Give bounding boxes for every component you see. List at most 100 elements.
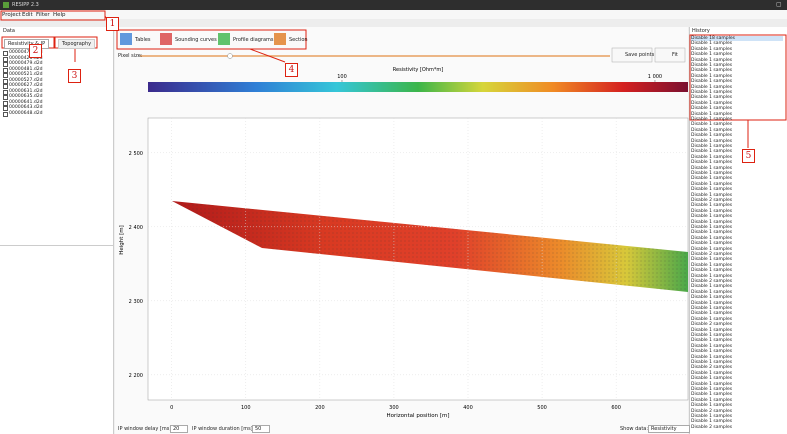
history-item[interactable]: Disable 1 samples: [691, 419, 733, 425]
history-item[interactable]: Disable 1 samples: [691, 144, 733, 149]
menu-item[interactable]: Edit: [22, 12, 33, 18]
file-item[interactable]: 00000635.d2d: [9, 94, 43, 99]
history-item[interactable]: Disable 1 samples: [691, 90, 733, 95]
history-item[interactable]: Disable 1 samples: [691, 100, 733, 106]
history-item[interactable]: Disable 1 samples: [691, 273, 733, 279]
menu-item[interactable]: Project: [2, 12, 21, 18]
history-item[interactable]: Disable 1 samples: [691, 154, 733, 160]
history-item[interactable]: Disable 1 samples: [691, 349, 733, 355]
history-item[interactable]: Disable 1 samples: [691, 149, 733, 155]
history-item[interactable]: Disable 1 samples: [691, 106, 733, 112]
file-checkbox[interactable]: [3, 56, 8, 62]
history-item[interactable]: Disable 2 samples: [691, 198, 733, 203]
history-item[interactable]: Disable 2 samples: [691, 252, 733, 257]
history-item[interactable]: Disable 1 samples: [691, 360, 733, 365]
history-item[interactable]: Disable 1 samples: [691, 111, 733, 117]
history-item[interactable]: Disable 1 samples: [691, 387, 733, 392]
history-item[interactable]: Disable 1 samples: [691, 214, 733, 220]
history-item[interactable]: Disable 1 samples: [691, 246, 733, 252]
toolbar-tab[interactable]: Sounding curves: [175, 37, 217, 43]
file-checkbox[interactable]: [3, 67, 8, 73]
history-item[interactable]: Disable 1 samples: [691, 316, 733, 322]
menu-item[interactable]: Filter: [36, 12, 50, 18]
file-item[interactable]: 00000643.d2d: [9, 105, 43, 110]
history-item[interactable]: Disable 1 samples: [691, 327, 733, 333]
history-item[interactable]: Disable 1 samples: [691, 127, 733, 133]
history-item[interactable]: Disable 1 samples: [691, 370, 733, 376]
history-item[interactable]: Disable 1 samples: [691, 230, 733, 236]
history-item[interactable]: Disable 1 samples: [691, 160, 733, 166]
history-item[interactable]: Disable 1 samples: [691, 338, 733, 344]
history-item[interactable]: Disable 1 samples: [691, 397, 733, 403]
file-item[interactable]: 00000631.d2d: [9, 88, 43, 94]
history-item[interactable]: Disable 1 samples: [691, 133, 733, 139]
file-checkbox[interactable]: [3, 89, 8, 95]
file-checkbox[interactable]: [3, 100, 8, 106]
history-item[interactable]: Disable 1 samples: [691, 381, 733, 387]
save-button-frame[interactable]: [611, 47, 653, 63]
history-item[interactable]: Disable 2 samples: [691, 408, 733, 414]
file-checkbox[interactable]: [3, 106, 8, 111]
history-item[interactable]: Disable 1 samples: [691, 176, 733, 182]
file-checkbox[interactable]: [3, 62, 8, 67]
history-item[interactable]: Disable 1 samples: [691, 165, 733, 171]
history-item[interactable]: Disable 1 samples: [691, 117, 733, 122]
menu-item[interactable]: Help: [53, 12, 66, 18]
history-item[interactable]: Disable 1 samples: [691, 79, 733, 85]
history-item[interactable]: Disable 1 samples: [691, 262, 733, 268]
file-item[interactable]: 00000481.d2d: [9, 66, 43, 72]
file-item[interactable]: 00000421.d2d: [9, 55, 43, 61]
history-item[interactable]: Disable 1 samples: [691, 138, 733, 144]
history-item[interactable]: Disable 1 samples: [691, 414, 733, 419]
history-item[interactable]: Disable 1 samples: [691, 52, 733, 58]
history-item[interactable]: Disable 1 samples: [691, 354, 733, 360]
spin-box[interactable]: 20: [170, 425, 188, 433]
history-item[interactable]: Disable 1 samples: [691, 63, 733, 68]
slider-handle[interactable]: [227, 53, 233, 59]
file-checkbox[interactable]: [3, 51, 8, 56]
tab-icon[interactable]: [218, 33, 230, 45]
history-item[interactable]: Disable 1 samples: [691, 171, 733, 176]
history-item[interactable]: Disable 1 samples: [691, 84, 733, 90]
history-item[interactable]: Disable 1 samples: [691, 41, 733, 47]
file-checkbox[interactable]: [3, 73, 8, 78]
history-item[interactable]: Disable 1 samples: [691, 57, 733, 63]
fit-button-frame[interactable]: [654, 47, 686, 63]
history-item[interactable]: Disable 1 samples: [691, 376, 733, 382]
history-item[interactable]: Disable 18 samples: [691, 36, 783, 42]
history-item[interactable]: Disable 1 samples: [691, 203, 733, 209]
history-item[interactable]: Disable 1 samples: [691, 257, 733, 263]
history-item[interactable]: Disable 1 samples: [691, 403, 733, 409]
combo-box[interactable]: Resistivity: [648, 425, 690, 433]
tab-icon[interactable]: [120, 33, 132, 45]
toolbar-tab[interactable]: Tables: [135, 37, 151, 43]
history-item[interactable]: Disable 1 samples: [691, 68, 733, 74]
history-item[interactable]: Disable 1 samples: [691, 311, 733, 317]
history-item[interactable]: Disable 1 samples: [691, 219, 733, 225]
file-checkbox[interactable]: [3, 95, 8, 100]
file-item[interactable]: 00000521.d2d: [9, 72, 43, 77]
history-item[interactable]: Disable 2 samples: [691, 322, 733, 328]
file-checkbox[interactable]: [3, 84, 8, 89]
history-item[interactable]: Disable 1 samples: [691, 300, 733, 306]
history-item[interactable]: Disable 1 samples: [691, 343, 733, 349]
file-item[interactable]: 00000479.d2d: [9, 61, 43, 66]
file-item[interactable]: 00000527.d2d: [9, 77, 43, 83]
history-item[interactable]: Disable 1 samples: [691, 73, 733, 79]
button[interactable]: Save points: [625, 52, 655, 58]
history-item[interactable]: Disable 1 samples: [691, 284, 733, 290]
file-item[interactable]: 00000641.d2d: [9, 99, 43, 105]
tab[interactable]: Resistivity & IP: [4, 39, 50, 49]
history-item[interactable]: Disable 1 samples: [691, 187, 733, 193]
file-checkbox[interactable]: [3, 111, 8, 117]
history-item[interactable]: Disable 1 samples: [691, 95, 733, 101]
history-item[interactable]: Disable 1 samples: [691, 192, 733, 198]
tab-icon[interactable]: [160, 33, 172, 45]
toolbar-tab[interactable]: Section: [289, 37, 308, 43]
tab[interactable]: Topography: [58, 39, 96, 49]
tab-icon[interactable]: [274, 33, 286, 45]
history-item[interactable]: Disable 1 samples: [691, 46, 733, 52]
history-item[interactable]: Disable 1 samples: [691, 295, 733, 301]
file-item[interactable]: 00000627.d2d: [9, 83, 43, 88]
history-item[interactable]: Disable 1 samples: [691, 333, 733, 338]
